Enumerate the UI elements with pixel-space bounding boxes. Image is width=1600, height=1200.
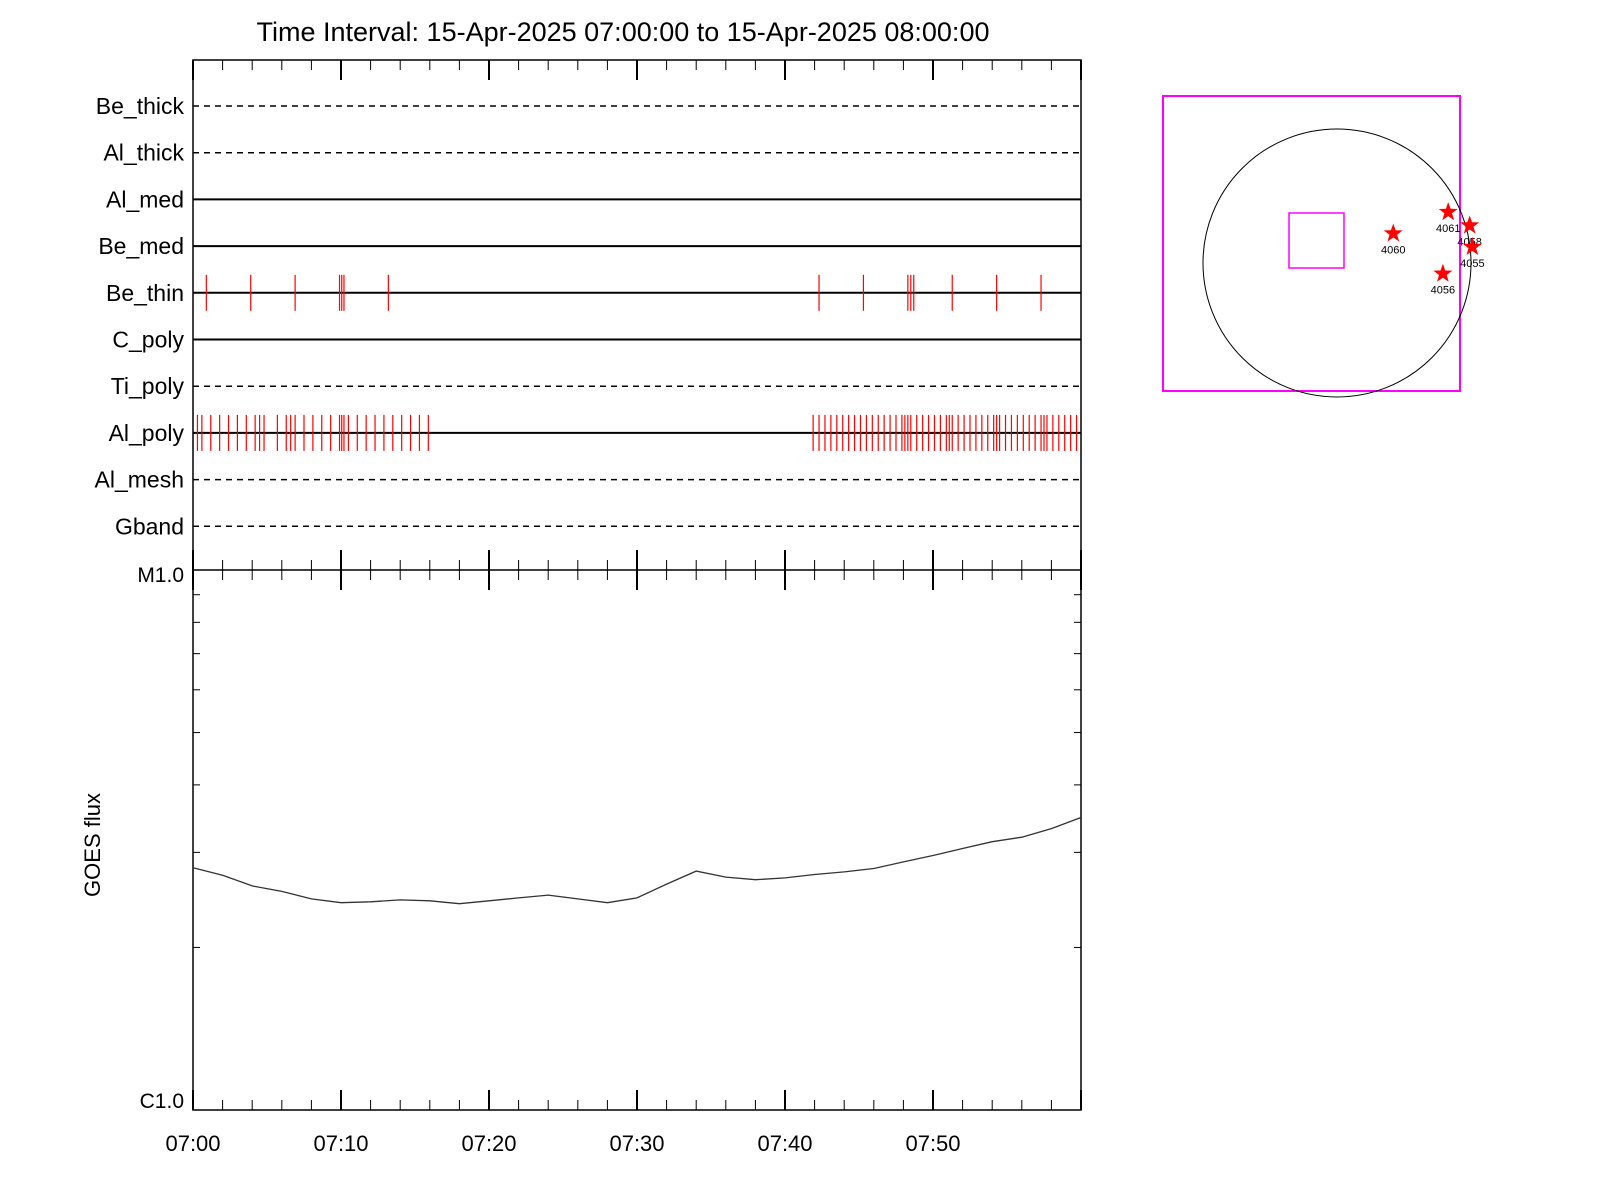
region-star-4061 [1438, 202, 1458, 221]
x-tick-label: 07:20 [461, 1131, 516, 1156]
chart-title: Time Interval: 15-Apr-2025 07:00:00 to 1… [257, 17, 990, 47]
channel-label-ti-poly: Ti_poly [111, 373, 185, 399]
x-tick-label: 07:10 [313, 1131, 368, 1156]
x-tick-label: 07:30 [609, 1131, 664, 1156]
channel-label-al-mesh: Al_mesh [95, 467, 184, 493]
x-tick-label: 07:00 [165, 1131, 220, 1156]
channel-label-c-poly: C_poly [112, 327, 184, 353]
region-star-4058 [1460, 215, 1480, 234]
target-box [1288, 212, 1345, 269]
y-axis-label: GOES flux [80, 793, 105, 897]
region-label-4055: 4055 [1460, 258, 1484, 270]
goes-panel: M1.0 C1.0 GOES flux [80, 564, 1082, 1113]
x-tick-label: 07:40 [757, 1131, 812, 1156]
field-of-view-box [1162, 95, 1461, 392]
region-star-4055 [1462, 236, 1482, 255]
channel-label-be-med: Be_med [98, 233, 184, 259]
solar-limb [1202, 128, 1472, 398]
y-tick-label-bottom: C1.0 [140, 1090, 184, 1113]
x-tick-label: 07:50 [905, 1131, 960, 1156]
channel-label-be-thick: Be_thick [96, 93, 185, 119]
channel-label-al-med: Al_med [106, 186, 184, 212]
region-star-4056 [1433, 263, 1453, 282]
goes-flux-line [192, 816, 1082, 905]
x-axis: 07:00 07:10 07:20 07:30 07:40 07:50 [165, 60, 1082, 1156]
region-label-4061: 4061 [1436, 223, 1460, 235]
channel-label-al-thick: Al_thick [103, 140, 184, 166]
region-star-4060 [1383, 223, 1403, 242]
channel-label-al-poly: Al_poly [109, 420, 185, 446]
channel-label-gband: Gband [115, 513, 184, 539]
y-tick-label-top: M1.0 [137, 564, 184, 587]
region-label-4060: 4060 [1381, 245, 1405, 257]
timeline-panel: Be_thick Al_thick Al_med Be_med Be_thin C_pol… [95, 93, 1081, 539]
channel-label-be-thin: Be_thin [106, 280, 184, 306]
region-label-4056: 4056 [1431, 285, 1455, 297]
